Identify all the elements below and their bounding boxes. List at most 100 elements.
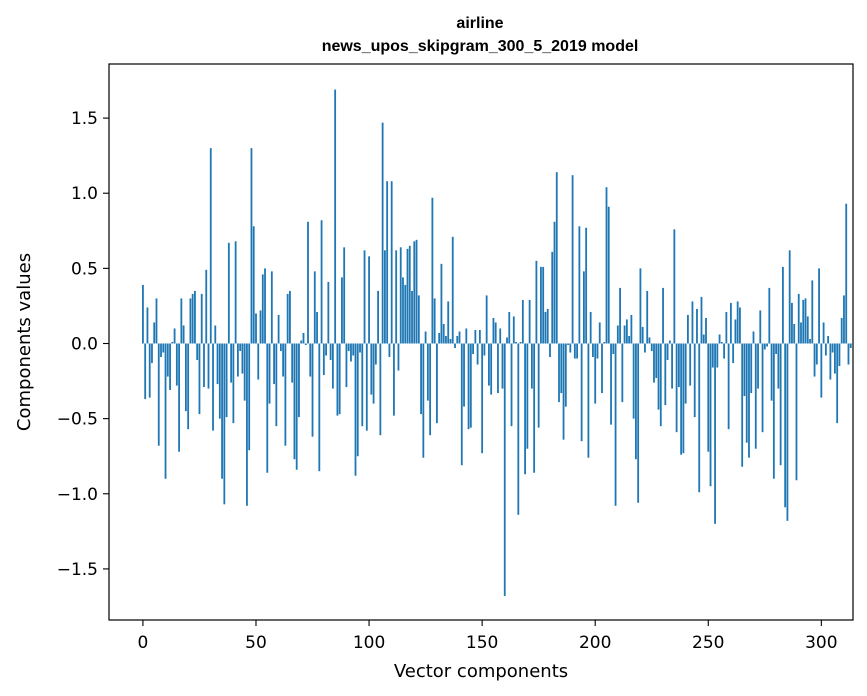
bar-212 — [621, 343, 624, 403]
bar-95 — [356, 343, 359, 457]
bar-165 — [515, 342, 517, 344]
bar-278 — [770, 343, 773, 401]
bar-29 — [207, 343, 210, 389]
bar-84 — [331, 343, 334, 389]
bar-171 — [528, 299, 531, 344]
bar-161 — [506, 337, 508, 344]
bar-255 — [718, 334, 721, 344]
bar-111 — [393, 343, 395, 416]
x-tick-label-100: 100 — [353, 633, 385, 653]
bar-47 — [248, 343, 251, 451]
bar-1 — [144, 343, 147, 400]
bar-199 — [592, 343, 594, 358]
bar-89 — [343, 247, 346, 344]
bar-48 — [250, 148, 253, 344]
bar-223 — [646, 290, 649, 344]
bar-178 — [544, 311, 547, 344]
bar-274 — [761, 343, 764, 433]
bar-5 — [153, 322, 156, 344]
x-tick-label-250: 250 — [692, 633, 724, 653]
bar-31 — [212, 343, 214, 431]
bar-118 — [408, 245, 411, 344]
bar-128 — [431, 197, 434, 344]
bar-73 — [307, 221, 309, 344]
bar-208 — [612, 343, 615, 355]
bar-175 — [537, 343, 540, 428]
bar-246 — [698, 343, 701, 493]
bar-146 — [472, 343, 474, 355]
bar-23 — [194, 290, 196, 344]
bar-102 — [372, 343, 375, 404]
plot-frame — [108, 63, 854, 621]
bar-239 — [682, 343, 685, 454]
bar-87 — [338, 343, 341, 415]
bar-301 — [822, 322, 825, 344]
bar-206 — [607, 206, 610, 344]
bar-36 — [223, 343, 226, 505]
bar-91 — [347, 343, 350, 352]
bar-11 — [166, 343, 169, 377]
bar-46 — [246, 343, 248, 506]
bar-176 — [540, 266, 542, 344]
bar-286 — [788, 250, 791, 344]
bar-307 — [836, 343, 839, 424]
y-tick-label-0: −1.5 — [57, 560, 98, 580]
bar-158 — [499, 328, 502, 344]
bar-313 — [849, 343, 852, 349]
bar-269 — [750, 343, 753, 394]
bar-51 — [257, 343, 260, 380]
bar-248 — [702, 334, 705, 344]
bar-225 — [650, 343, 653, 352]
bar-257 — [723, 343, 726, 359]
bar-113 — [397, 343, 400, 371]
bar-226 — [653, 343, 655, 383]
bar-83 — [329, 343, 332, 361]
bar-302 — [824, 343, 827, 356]
bar-215 — [628, 335, 631, 344]
bar-144 — [467, 343, 470, 430]
bar-299 — [818, 268, 820, 344]
bar-210 — [616, 325, 619, 344]
bar-115 — [402, 277, 404, 344]
bar-104 — [377, 290, 380, 344]
bar-267 — [745, 343, 748, 443]
bar-258 — [725, 311, 728, 344]
bar-282 — [779, 343, 782, 466]
bar-25 — [198, 343, 201, 415]
bar-100 — [368, 256, 370, 344]
bar-265 — [741, 343, 744, 467]
bar-304 — [829, 343, 832, 380]
bar-40 — [232, 343, 235, 424]
bar-21 — [189, 298, 192, 344]
bar-108 — [386, 181, 389, 344]
bar-268 — [748, 343, 750, 458]
bar-81 — [325, 343, 327, 356]
bar-296 — [811, 280, 814, 344]
bar-155 — [492, 317, 495, 344]
bar-77 — [316, 311, 318, 344]
x-tick-label-300: 300 — [805, 633, 837, 653]
bar-204 — [603, 342, 606, 344]
bar-205 — [605, 187, 608, 344]
bar-193 — [578, 226, 581, 344]
bar-249 — [705, 317, 707, 344]
bar-39 — [230, 343, 233, 383]
bar-297 — [813, 343, 816, 377]
chart-title-line1: airline — [456, 15, 503, 32]
bar-57 — [270, 271, 273, 344]
bar-262 — [734, 319, 737, 344]
bar-140 — [458, 331, 461, 344]
bar-232 — [666, 343, 669, 361]
bar-222 — [644, 343, 646, 353]
bar-185 — [560, 343, 563, 394]
bar-35 — [221, 343, 223, 479]
bar-117 — [406, 248, 409, 344]
bar-219 — [637, 343, 640, 503]
bar-237 — [677, 343, 680, 388]
bar-186 — [562, 343, 565, 440]
bar-211 — [619, 287, 621, 344]
bar-0 — [142, 284, 144, 344]
bar-159 — [501, 343, 504, 389]
bar-132 — [440, 263, 443, 344]
bar-13 — [171, 342, 174, 344]
